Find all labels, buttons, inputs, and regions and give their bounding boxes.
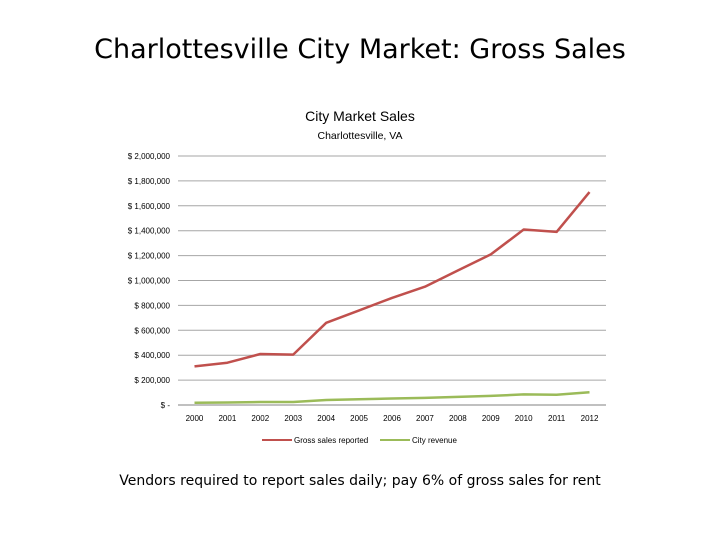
y-tick-label: $ 600,000 — [134, 326, 170, 335]
series-line-1 — [194, 191, 591, 368]
series-line-2 — [194, 390, 590, 405]
x-tick-label: 2002 — [251, 414, 269, 423]
y-tick-label: $ 1,000,000 — [128, 277, 171, 286]
legend: Gross sales reported City revenue — [262, 436, 457, 445]
x-tick-label: 2000 — [186, 414, 204, 423]
slide-title: Charlottesville City Market: Gross Sales — [94, 34, 626, 65]
legend-label: Gross sales reported — [294, 436, 368, 445]
y-tick-label: $ 1,600,000 — [128, 202, 171, 211]
x-tick-label: 2004 — [317, 414, 335, 423]
x-tick-label: 2001 — [218, 414, 236, 423]
x-tick-label: 2007 — [416, 414, 434, 423]
y-tick-label: $ 1,800,000 — [128, 177, 171, 186]
chart-title: City Market Sales — [305, 108, 415, 124]
y-tick-label: $ 1,400,000 — [128, 227, 171, 236]
x-tick-label: 2003 — [284, 414, 302, 423]
y-tick-label: $ 2,000,000 — [128, 152, 171, 161]
gridlines — [178, 155, 606, 406]
x-tick-label: 2011 — [548, 414, 566, 423]
x-tick-label: 2009 — [482, 414, 500, 423]
x-axis-tick-labels: 2000 2001 2002 2003 2004 2005 2006 2007 2008 2009… — [186, 414, 599, 423]
y-tick-label: $ 200,000 — [134, 376, 170, 385]
x-tick-label: 2012 — [581, 414, 599, 423]
x-tick-label: 2006 — [383, 414, 401, 423]
x-tick-label: 2010 — [515, 414, 533, 423]
y-tick-label: $ 400,000 — [134, 351, 170, 360]
series-lines — [194, 191, 591, 405]
y-tick-label: $ 1,200,000 — [128, 252, 171, 261]
legend-label: City revenue — [412, 436, 457, 445]
x-tick-label: 2005 — [350, 414, 368, 423]
chart-subtitle: Charlottesville, VA — [317, 130, 402, 142]
y-axis-tick-labels: $ - $ 200,000 $ 400,000 $ 600,000 $ 800,000 $… — [128, 152, 171, 410]
y-tick-label: $ - — [161, 401, 171, 410]
slide-caption: Vendors required to report sales daily; … — [119, 473, 601, 489]
x-tick-label: 2008 — [449, 414, 467, 423]
y-tick-label: $ 800,000 — [134, 301, 170, 310]
